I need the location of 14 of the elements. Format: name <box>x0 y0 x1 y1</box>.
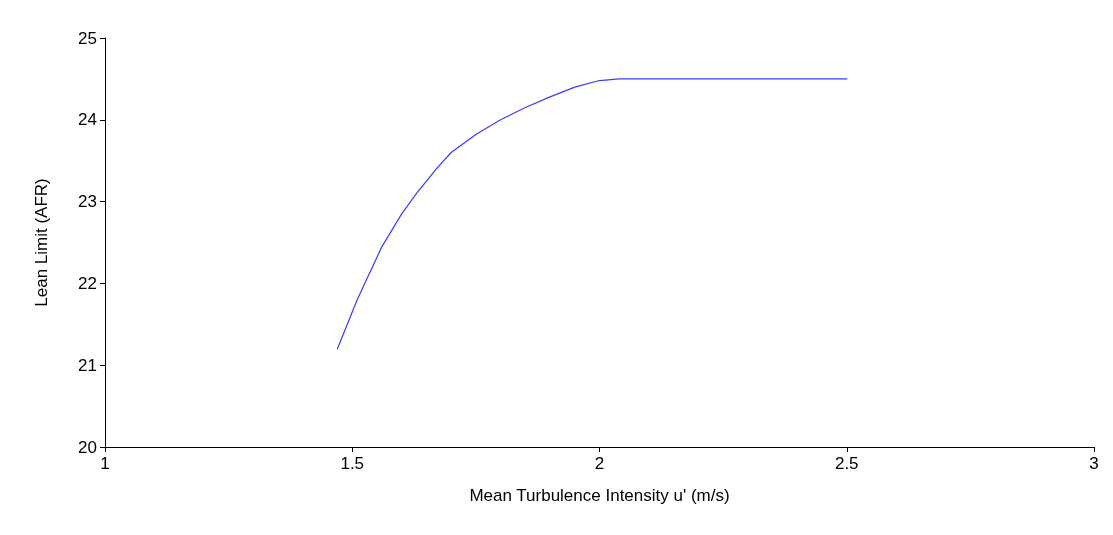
y-tick-label: 22 <box>78 273 97 293</box>
y-tick-label: 25 <box>78 28 97 48</box>
y-tick-label: 24 <box>78 110 97 130</box>
x-axis-title: Mean Turbulence Intensity u' (m/s) <box>469 486 730 505</box>
x-tick-label: 2 <box>594 454 605 473</box>
x-tick-label: 1 <box>100 454 110 473</box>
y-axis-title: Lean Limit (AFR) <box>32 178 51 307</box>
y-tick-label: 20 <box>78 437 97 457</box>
y-tick-label: 23 <box>78 192 97 212</box>
x-tick-label: 3 <box>1089 454 1099 473</box>
x-tick-label: 2.5 <box>834 454 859 473</box>
y-tick-label: 21 <box>78 355 97 375</box>
line-series <box>336 78 848 350</box>
x-tick-label: 1.5 <box>340 454 365 473</box>
